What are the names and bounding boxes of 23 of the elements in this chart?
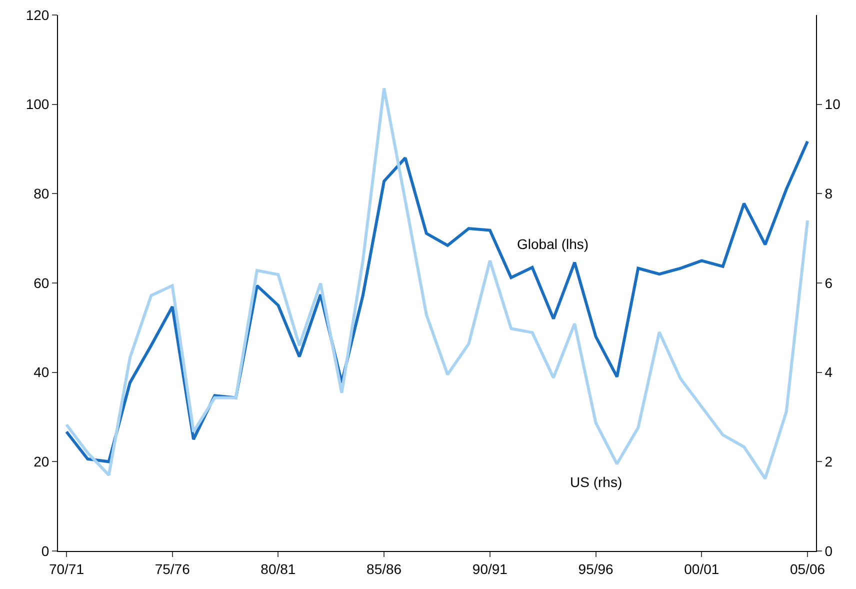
x-tick-label: 00/01 xyxy=(684,560,720,577)
series-label: Global (lhs) xyxy=(517,236,589,252)
y-tick-label: 40 xyxy=(34,364,50,380)
y2-tick-label: 2 xyxy=(824,454,833,470)
y-tick-label: 100 xyxy=(26,96,50,112)
y-tick-label: 60 xyxy=(34,274,50,291)
x-tick-label: 90/91 xyxy=(472,560,508,577)
x-tick-label: 05/06 xyxy=(790,560,826,577)
y-tick-label: 0 xyxy=(41,542,50,559)
y-tick-label: 80 xyxy=(34,186,50,202)
y-tick-label: 20 xyxy=(34,454,50,470)
y2-tick-label: 0 xyxy=(824,542,833,559)
x-tick-label: 80/81 xyxy=(260,560,296,577)
y-tick-label: 120 xyxy=(26,6,50,23)
x-tick-label: 95/96 xyxy=(578,560,614,577)
y2-tick-label: 10 xyxy=(824,96,841,112)
x-tick-label: 70/71 xyxy=(48,560,84,577)
x-tick-label: 75/76 xyxy=(154,560,190,577)
series-label: US (rhs) xyxy=(570,474,622,490)
y2-tick-label: 8 xyxy=(824,186,833,202)
x-tick-label: 85/86 xyxy=(366,560,402,577)
y2-tick-label: 4 xyxy=(824,364,833,380)
y2-tick-label: 6 xyxy=(824,274,833,291)
